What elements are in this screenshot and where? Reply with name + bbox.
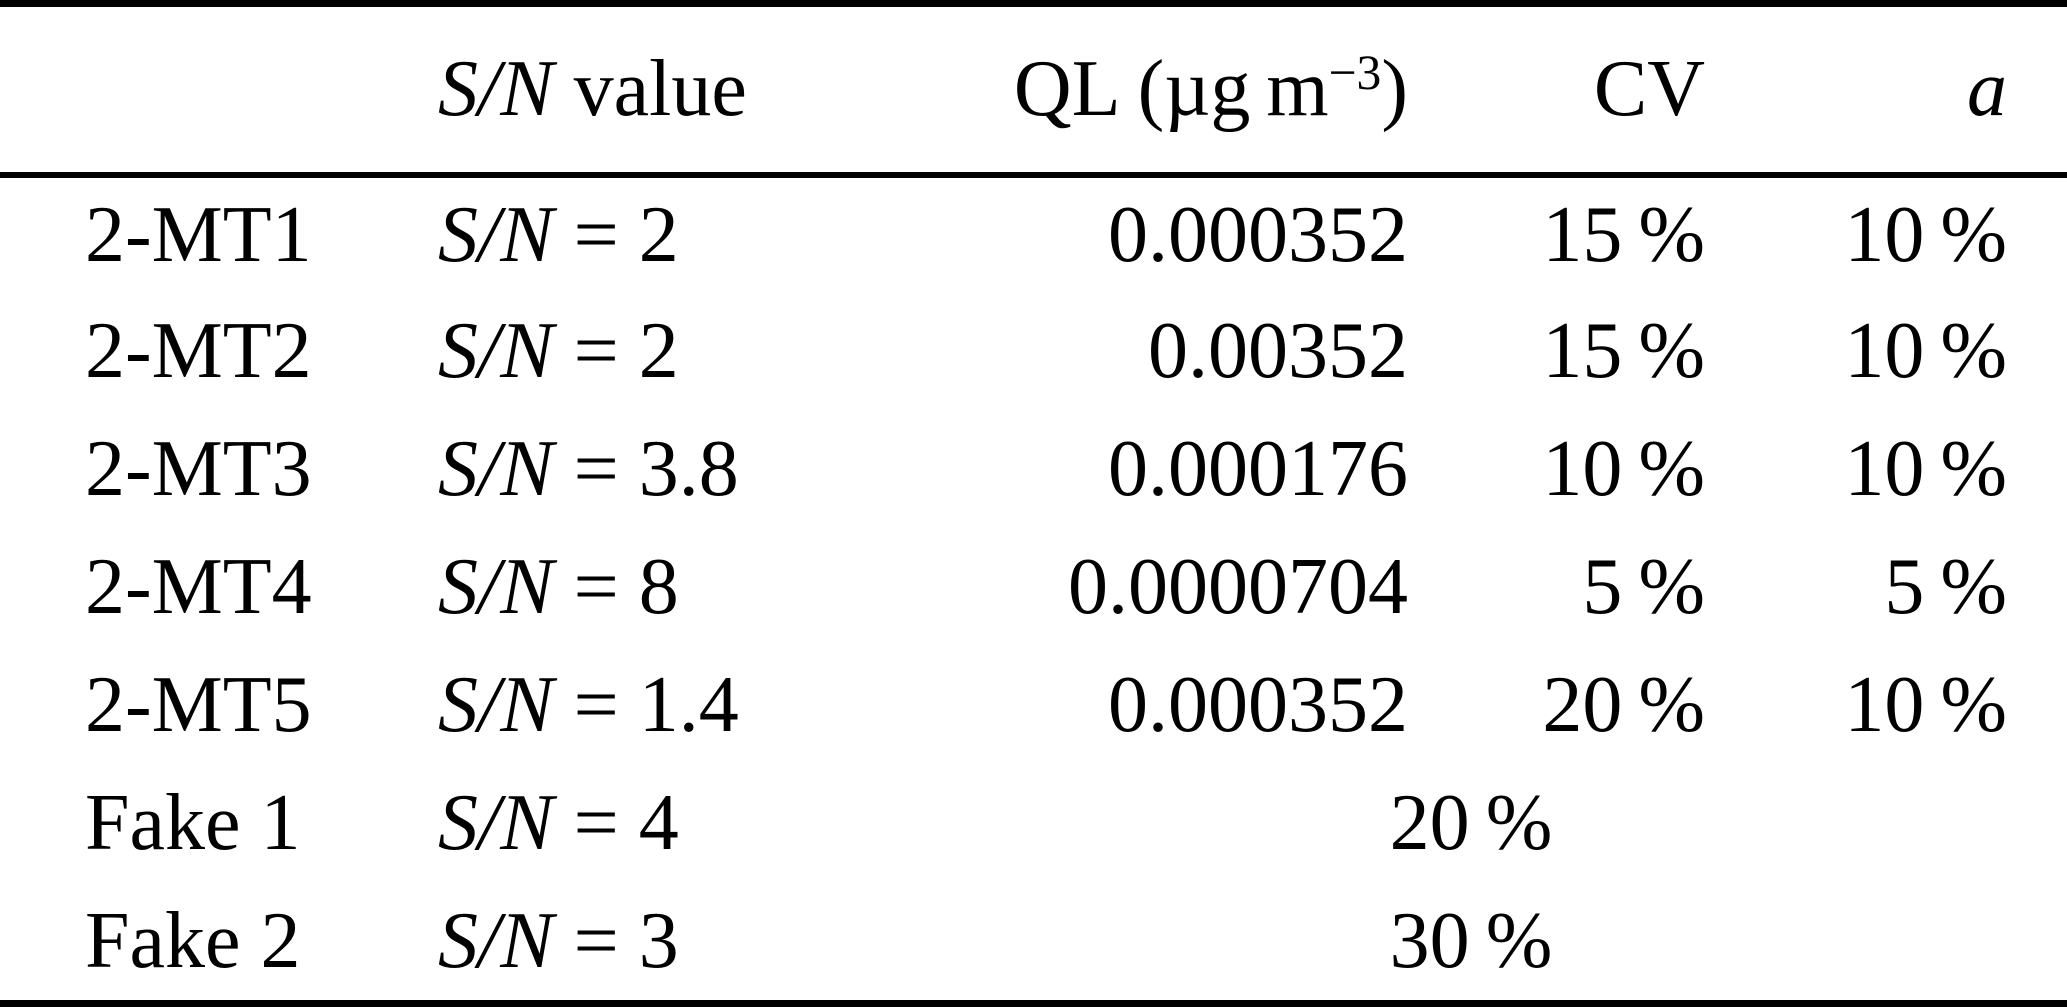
row-label: 2-MT4 — [85, 542, 312, 631]
sn-symbol: S/N — [438, 190, 554, 279]
sn-value: = 8 — [553, 542, 679, 631]
merged-value-cell: 20 % — [1389, 778, 1553, 867]
header-ql-paren: ) — [1381, 45, 1408, 133]
header-sn-value: S/N value — [438, 7, 935, 178]
header-sn-word: value — [553, 45, 747, 133]
sn-cell: S/N = 2 — [438, 293, 935, 411]
sn-value: = 2 — [553, 307, 679, 396]
row-label: Fake 2 — [85, 896, 301, 985]
a-cell: 10 % — [1844, 660, 2007, 749]
sn-value: = 3 — [553, 896, 679, 985]
ql-cell: 0.000176 — [1108, 425, 1408, 514]
sn-symbol: S/N — [438, 307, 554, 396]
ql-cell: 0.000352 — [1108, 190, 1408, 279]
sn-symbol: S/N — [438, 896, 554, 985]
header-ql-text: QL (µg m — [1013, 45, 1329, 133]
cv-cell: 20 % — [1542, 660, 1705, 749]
header-cv: CV — [1438, 7, 1735, 178]
table-row: 2-MT4 S/N = 8 0.0000704 5 % 5 % — [0, 529, 2067, 647]
a-cell: 10 % — [1844, 190, 2007, 279]
row-label: Fake 1 — [85, 778, 301, 867]
table-row: Fake 1 S/N = 4 20 % — [0, 764, 2067, 882]
ql-cell: 0.0000704 — [1068, 542, 1408, 631]
sn-cell: S/N = 8 — [438, 529, 935, 647]
sn-cell: S/N = 3 — [438, 882, 935, 1000]
sn-symbol: S/N — [438, 660, 554, 749]
table-row: 2-MT1 S/N = 2 0.000352 15 % 10 % — [0, 175, 2067, 293]
row-label: 2-MT3 — [85, 425, 312, 514]
table-row: 2-MT3 S/N = 3.8 0.000176 10 % 10 % — [0, 411, 2067, 529]
sn-cell: S/N = 4 — [438, 764, 935, 882]
header-a: a — [1735, 7, 2067, 178]
a-cell: 5 % — [1884, 542, 2007, 631]
table-row: 2-MT5 S/N = 1.4 0.000352 20 % 10 % — [0, 646, 2067, 764]
row-label: 2-MT1 — [85, 190, 312, 279]
header-blank — [0, 7, 438, 178]
header-sn-symbol: S/N — [438, 45, 554, 133]
sn-cell: S/N = 2 — [438, 175, 935, 293]
cv-cell: 15 % — [1542, 307, 1705, 396]
row-label: 2-MT5 — [85, 660, 312, 749]
cv-cell: 10 % — [1542, 425, 1705, 514]
row-label: 2-MT2 — [85, 307, 312, 396]
sn-value: = 1.4 — [553, 660, 739, 749]
cv-cell: 5 % — [1582, 542, 1705, 631]
table-row: 2-MT2 S/N = 2 0.00352 15 % 10 % — [0, 293, 2067, 411]
sn-symbol: S/N — [438, 425, 554, 514]
sn-value: = 3.8 — [553, 425, 739, 514]
ql-cell: 0.000352 — [1108, 660, 1408, 749]
a-cell: 10 % — [1844, 425, 2007, 514]
cv-cell: 15 % — [1542, 190, 1705, 279]
header-ql: QL (µg m−3) — [935, 7, 1438, 178]
sn-value: = 4 — [553, 778, 679, 867]
snr-ql-cv-table: S/N value QL (µg m−3) CV a 2-MT1 S/N = 2… — [0, 7, 2067, 1000]
table-row: Fake 2 S/N = 3 30 % — [0, 882, 2067, 1000]
header-row: S/N value QL (µg m−3) CV a — [0, 7, 2067, 178]
sn-symbol: S/N — [438, 542, 554, 631]
header-ql-exponent: −3 — [1328, 45, 1382, 101]
ql-cell: 0.00352 — [1148, 307, 1408, 396]
sn-cell: S/N = 3.8 — [438, 411, 935, 529]
merged-value-cell: 30 % — [1389, 896, 1553, 985]
sn-symbol: S/N — [438, 778, 554, 867]
a-cell: 10 % — [1844, 307, 2007, 396]
sn-cell: S/N = 1.4 — [438, 646, 935, 764]
sn-value: = 2 — [553, 190, 679, 279]
